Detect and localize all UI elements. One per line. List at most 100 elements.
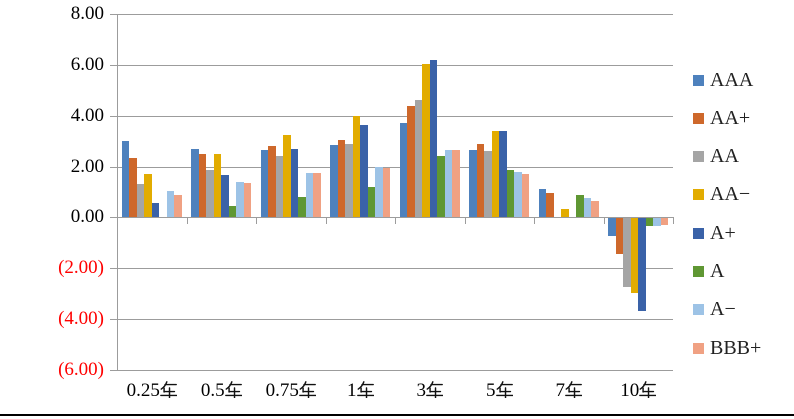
bar: [429, 59, 438, 218]
legend-color-swatch: [693, 74, 704, 86]
x-axis-tick: [186, 217, 188, 225]
gridline: [117, 115, 673, 117]
y-axis-tick: [110, 268, 117, 270]
bar: [561, 208, 569, 218]
bar: [236, 181, 244, 218]
x-axis-label: 10: [604, 380, 674, 402]
legend-label: BBB+: [710, 336, 762, 359]
bar: [514, 171, 522, 218]
legend-color-swatch: [693, 266, 704, 277]
bar: [330, 144, 338, 218]
bar: [521, 174, 530, 218]
bar: [546, 193, 554, 218]
year-character-glyph: [639, 381, 657, 399]
bar: [268, 146, 276, 218]
x-axis-label: 0.25: [117, 380, 187, 402]
legend-item: AA+: [693, 105, 750, 131]
x-axis-label-text: 0.75: [265, 380, 299, 401]
bar: [275, 156, 284, 218]
x-axis-tick: [534, 217, 535, 225]
bar: [382, 167, 391, 218]
bar: [313, 172, 321, 218]
bar: [608, 218, 616, 237]
year-character-glyph: [426, 381, 444, 399]
bar: [129, 157, 137, 218]
year-character-glyph: [565, 381, 583, 399]
legend-item: AA−: [693, 182, 750, 208]
bar: [638, 218, 646, 312]
y-axis-tick: [110, 370, 117, 371]
gridline: [117, 14, 673, 15]
bar: [660, 218, 669, 225]
x-axis-label-text: 3: [416, 380, 427, 401]
legend-item: AA: [693, 144, 739, 170]
x-axis-label: 0.5: [187, 380, 257, 402]
gridline: [117, 268, 673, 270]
bar: [653, 218, 661, 227]
legend-label: A: [710, 260, 725, 282]
legend-item: A: [693, 259, 724, 285]
legend-item: BBB+: [693, 335, 761, 361]
bar: [136, 184, 145, 218]
legend-item: A−: [693, 297, 736, 323]
bar: [422, 63, 430, 218]
x-axis-label-text: 1: [347, 380, 357, 401]
x-axis-tick: [325, 217, 327, 225]
bar: [206, 170, 214, 218]
bar: [583, 198, 592, 218]
y-axis-tick: [110, 166, 117, 168]
x-axis-label-text: 0.25: [126, 380, 160, 401]
bar: [166, 190, 175, 218]
legend-label: AA: [710, 145, 739, 168]
bar: [221, 175, 229, 218]
bar: [283, 134, 291, 218]
bar: [469, 150, 477, 218]
legend-label: AA−: [710, 183, 751, 206]
x-axis-tick: [464, 217, 466, 225]
bar: [337, 139, 346, 218]
bar: [144, 174, 152, 218]
bar: [499, 130, 507, 218]
y-axis-tick: [110, 319, 117, 321]
x-axis-label: 0.75: [256, 380, 326, 402]
x-axis-tick: [395, 217, 396, 225]
bar: [484, 151, 492, 218]
bar: [174, 194, 182, 218]
y-axis-tick: [110, 14, 117, 15]
year-character-glyph: [224, 381, 242, 399]
y-axis-tick-label: 8.00: [70, 3, 104, 24]
bar: [243, 183, 252, 218]
x-axis-label: 5: [465, 380, 535, 402]
bar: [367, 186, 376, 218]
y-axis-tick-label: (4.00): [58, 308, 104, 330]
y-axis-tick: [110, 115, 117, 117]
x-axis-tick: [256, 217, 257, 225]
year-character-glyph: [299, 381, 317, 399]
bar: [615, 218, 624, 255]
year-character-glyph: [160, 381, 178, 399]
bar: [491, 130, 500, 218]
bar: [414, 100, 423, 218]
bar: [260, 150, 269, 218]
bar: [305, 172, 314, 218]
bar: [407, 105, 415, 218]
bar: [645, 218, 654, 227]
legend-color-swatch: [693, 151, 704, 163]
bar: [630, 218, 639, 294]
legend-color-swatch: [693, 112, 704, 124]
legend-color-swatch: [693, 304, 704, 316]
bar: [290, 148, 299, 218]
bottom-border-line: [0, 414, 794, 416]
bar: [375, 166, 383, 218]
bar: [399, 123, 408, 218]
bar: [476, 143, 485, 218]
year-character-glyph: [356, 381, 374, 399]
bar: [623, 218, 631, 288]
legend-color-swatch: [693, 227, 704, 239]
y-axis-tick-label: 2.00: [70, 155, 104, 177]
y-axis-tick: [110, 64, 117, 66]
legend-color-swatch: [693, 189, 704, 201]
bar: [151, 203, 160, 218]
y-axis-tick-label: 0.00: [70, 206, 104, 228]
x-axis-tick: [117, 217, 118, 225]
